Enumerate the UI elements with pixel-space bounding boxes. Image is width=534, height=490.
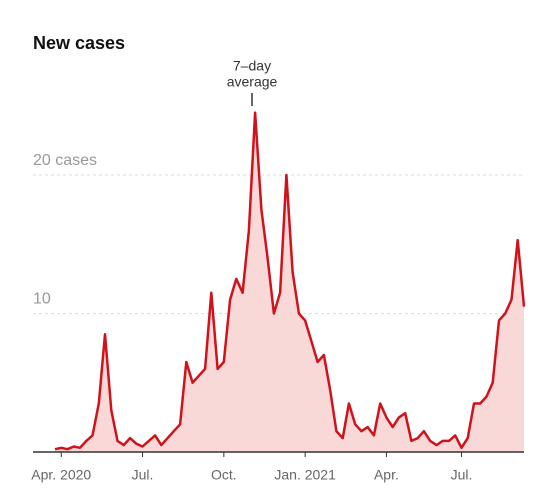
x-tick-label: Oct. bbox=[211, 467, 237, 483]
area bbox=[55, 112, 524, 452]
x-tick-label: Jul. bbox=[132, 467, 154, 483]
annotation: average bbox=[227, 74, 278, 90]
y-tick-label: 10 bbox=[33, 291, 51, 308]
y-tick-label: 20 cases bbox=[33, 152, 97, 169]
x-tick-label: Apr. bbox=[374, 467, 399, 483]
annotation: 7–day bbox=[233, 58, 271, 74]
line bbox=[54, 111, 526, 451]
x-tick-label: Jan. 2021 bbox=[274, 467, 336, 483]
x-tick-label: Jul. bbox=[451, 467, 473, 483]
chart-title: New cases bbox=[33, 33, 125, 53]
x-tick-label: Apr. 2020 bbox=[31, 467, 91, 483]
